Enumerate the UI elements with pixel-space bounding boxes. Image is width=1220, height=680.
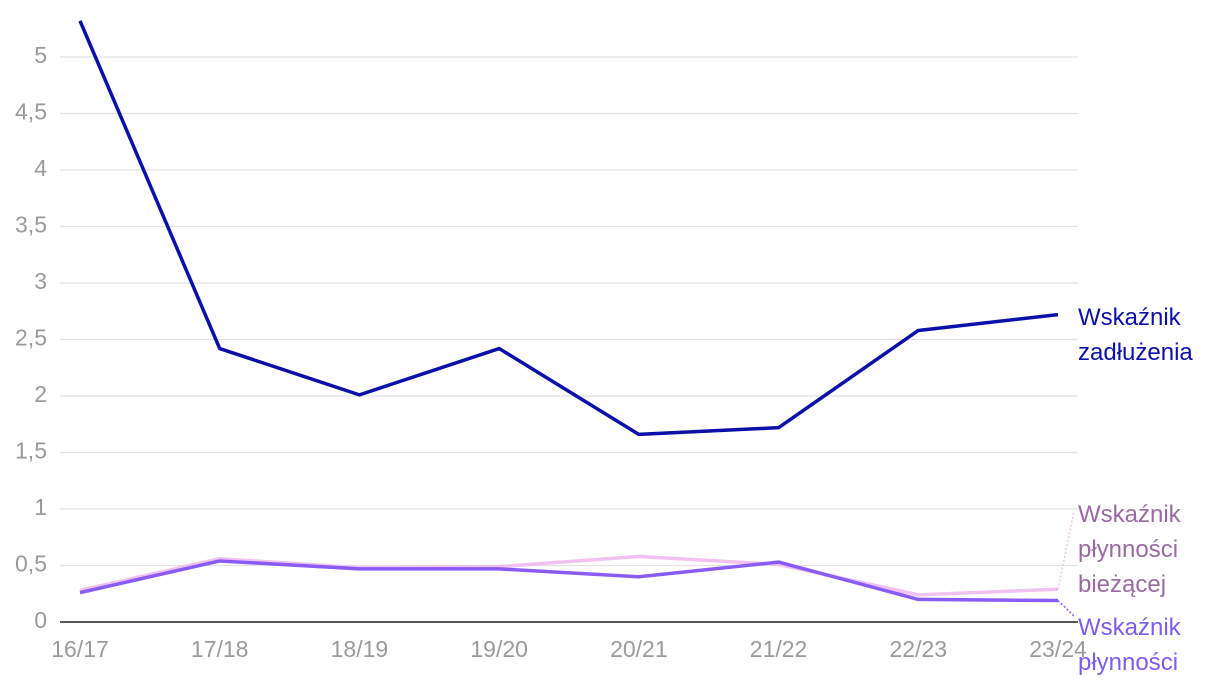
y-tick-label: 3,5 (15, 212, 47, 238)
x-tick-label: 21/22 (750, 636, 808, 662)
y-tick-label: 1,5 (15, 438, 47, 464)
series-line (78, 20, 1059, 437)
y-tick-label: 2 (34, 381, 47, 407)
label-connector (1057, 510, 1075, 590)
y-tick-label: 3 (34, 268, 47, 294)
series-line (79, 554, 1059, 597)
y-tick-label: 1 (34, 494, 47, 520)
label-connector (1057, 599, 1075, 617)
x-tick-label: 22/23 (890, 636, 948, 662)
series-label: Wskaźnik płynności (1078, 614, 1181, 676)
x-tick-label: 19/20 (470, 636, 528, 662)
y-tick-label: 0 (34, 607, 47, 633)
series-label: Wskaźnik płynności bieżącej (1078, 501, 1181, 598)
y-tick-label: 4,5 (15, 99, 47, 125)
y-tick-label: 4 (34, 155, 47, 181)
x-tick-label: 18/19 (331, 636, 389, 662)
x-tick-label: 23/24 (1029, 636, 1087, 662)
series-label: Wskaźnik zadłużenia (1078, 304, 1193, 366)
y-tick-label: 2,5 (15, 325, 47, 351)
y-tick-label: 0,5 (15, 551, 47, 577)
series-line (79, 559, 1059, 603)
x-tick-label: 20/21 (610, 636, 668, 662)
x-tick-label: 16/17 (51, 636, 109, 662)
x-tick-label: 17/18 (191, 636, 249, 662)
y-tick-label: 5 (34, 42, 47, 68)
